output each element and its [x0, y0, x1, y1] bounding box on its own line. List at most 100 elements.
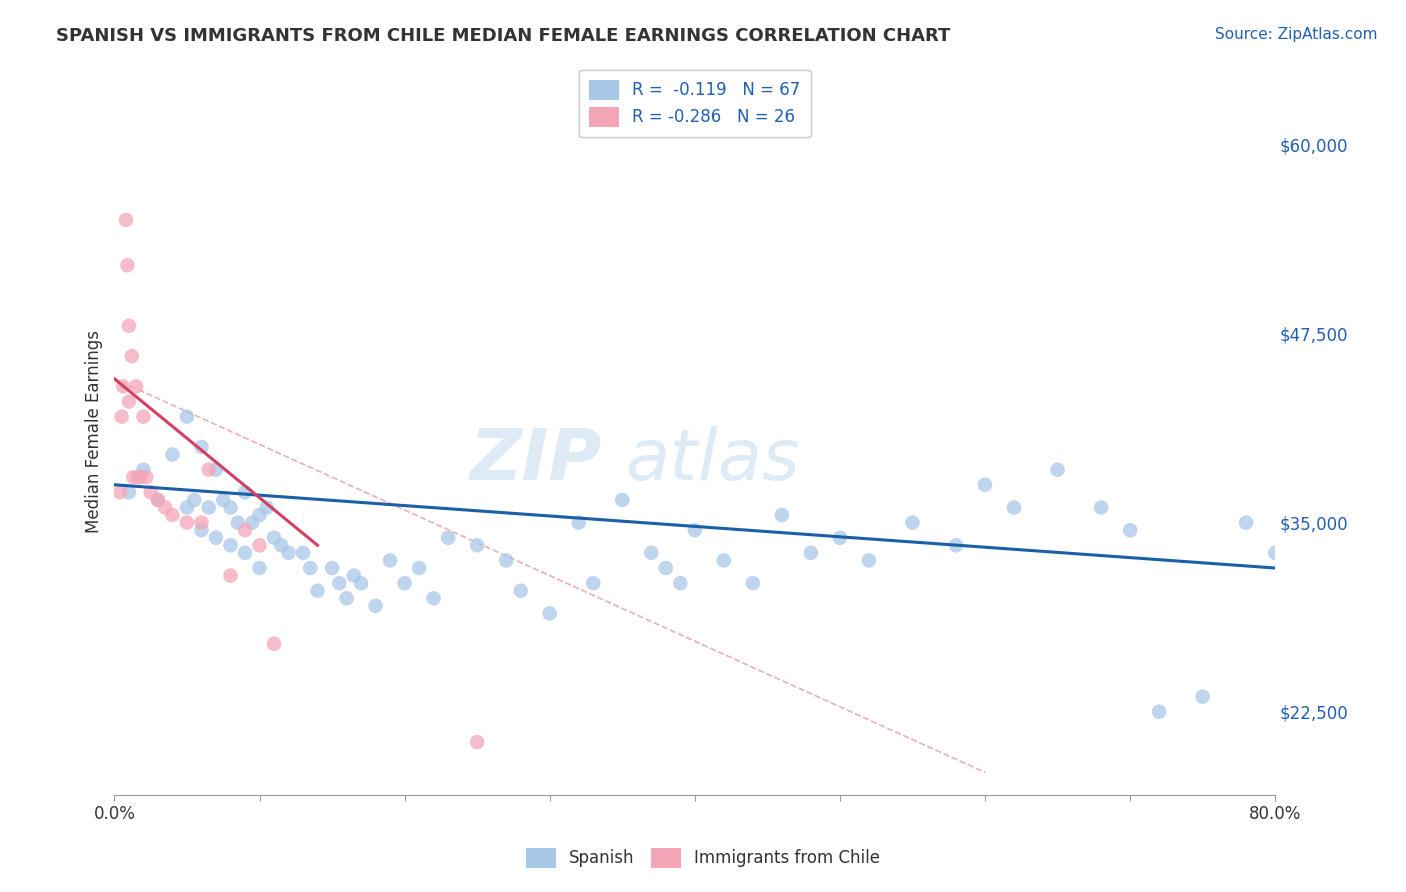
Point [176, 516, 198, 530]
Point [118, 485, 141, 500]
Point [1264, 546, 1286, 560]
Point [1090, 500, 1112, 515]
Point [249, 538, 271, 552]
Point [350, 576, 373, 591]
Point [465, 538, 488, 552]
Point [219, 568, 242, 582]
Point [233, 485, 256, 500]
Point [277, 546, 299, 560]
Legend: Spanish, Immigrants from Chile: Spanish, Immigrants from Chile [519, 841, 887, 875]
Point [111, 409, 134, 424]
Point [112, 379, 135, 393]
Point [974, 477, 997, 491]
Point [183, 492, 205, 507]
Text: ZIP: ZIP [470, 426, 602, 495]
Point [219, 538, 242, 552]
Point [135, 470, 157, 484]
Point [509, 583, 531, 598]
Point [129, 470, 152, 484]
Point [465, 735, 488, 749]
Point [582, 576, 605, 591]
Point [197, 462, 219, 476]
Text: SPANISH VS IMMIGRANTS FROM CHILE MEDIAN FEMALE EARNINGS CORRELATION CHART: SPANISH VS IMMIGRANTS FROM CHILE MEDIAN … [56, 27, 950, 45]
Point [118, 394, 141, 409]
Point [858, 553, 880, 567]
Point [176, 500, 198, 515]
Point [162, 448, 184, 462]
Point [249, 508, 271, 522]
Point [770, 508, 793, 522]
Point [162, 508, 184, 522]
Point [110, 485, 132, 500]
Point [394, 576, 416, 591]
Point [197, 500, 219, 515]
Point [568, 516, 591, 530]
Point [1234, 516, 1257, 530]
Point [1119, 523, 1142, 537]
Point [669, 576, 692, 591]
Point [205, 462, 228, 476]
Point [176, 409, 198, 424]
Point [299, 561, 322, 575]
Point [219, 500, 242, 515]
Point [132, 462, 155, 476]
Point [153, 500, 176, 515]
Point [121, 349, 143, 363]
Point [127, 470, 149, 484]
Point [205, 531, 228, 545]
Point [146, 492, 169, 507]
Point [683, 523, 706, 537]
Legend: R =  -0.119   N = 67, R = -0.286   N = 26: R = -0.119 N = 67, R = -0.286 N = 26 [579, 70, 811, 136]
Point [828, 531, 851, 545]
Point [1191, 690, 1213, 704]
Point [378, 553, 401, 567]
Point [263, 531, 285, 545]
Point [125, 379, 148, 393]
Point [233, 523, 256, 537]
Point [713, 553, 735, 567]
Point [640, 546, 662, 560]
Point [146, 492, 169, 507]
Point [800, 546, 823, 560]
Point [321, 561, 343, 575]
Point [945, 538, 967, 552]
Point [190, 523, 212, 537]
Point [292, 546, 315, 560]
Point [328, 576, 350, 591]
Point [233, 546, 256, 560]
Point [741, 576, 763, 591]
Point [132, 409, 155, 424]
Point [212, 492, 235, 507]
Point [1046, 462, 1069, 476]
Point [422, 591, 444, 606]
Point [190, 440, 212, 454]
Point [335, 591, 357, 606]
Point [364, 599, 387, 613]
Point [249, 561, 271, 575]
Point [139, 485, 162, 500]
Text: Source: ZipAtlas.com: Source: ZipAtlas.com [1215, 27, 1378, 42]
Point [122, 470, 145, 484]
Point [270, 538, 292, 552]
Point [612, 492, 634, 507]
Text: atlas: atlas [626, 426, 800, 495]
Point [256, 500, 278, 515]
Y-axis label: Median Female Earnings: Median Female Earnings [86, 330, 103, 533]
Point [190, 516, 212, 530]
Point [538, 607, 561, 621]
Point [263, 637, 285, 651]
Point [437, 531, 460, 545]
Point [901, 516, 924, 530]
Point [226, 516, 249, 530]
Point [115, 213, 138, 227]
Point [307, 583, 329, 598]
Point [117, 258, 139, 272]
Point [408, 561, 430, 575]
Point [118, 318, 141, 333]
Point [655, 561, 678, 575]
Point [495, 553, 517, 567]
Point [1002, 500, 1025, 515]
Point [343, 568, 366, 582]
Point [240, 516, 263, 530]
Point [1147, 705, 1170, 719]
